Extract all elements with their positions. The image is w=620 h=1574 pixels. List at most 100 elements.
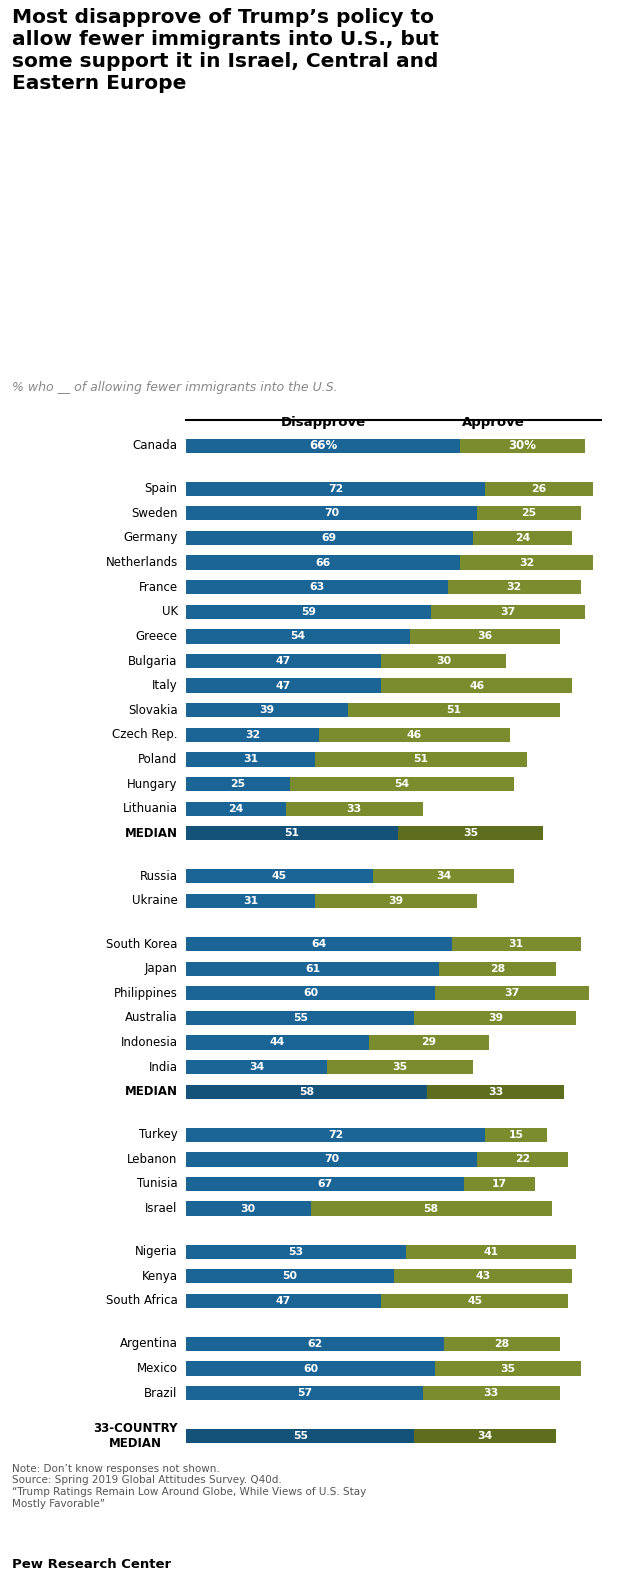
Bar: [460, 556, 593, 570]
Text: 39: 39: [488, 1014, 503, 1023]
Text: Tunisia: Tunisia: [137, 1177, 178, 1190]
Bar: [319, 727, 510, 741]
Text: Czech Rep.: Czech Rep.: [112, 729, 178, 741]
Bar: [186, 752, 315, 767]
Text: 33: 33: [484, 1388, 499, 1398]
Bar: [381, 653, 506, 667]
Text: 33: 33: [488, 1086, 503, 1097]
Text: Most disapprove of Trump’s policy to
allow fewer immigrants into U.S., but
some : Most disapprove of Trump’s policy to all…: [12, 8, 440, 93]
Text: 60: 60: [303, 1363, 318, 1374]
Text: 51: 51: [446, 705, 461, 715]
Bar: [427, 1084, 564, 1099]
Text: Hungary: Hungary: [127, 778, 178, 790]
Text: 66%: 66%: [309, 439, 337, 452]
Text: Canada: Canada: [133, 439, 178, 452]
Text: 47: 47: [276, 656, 291, 666]
Bar: [398, 826, 543, 841]
Text: Germany: Germany: [123, 532, 178, 545]
Text: 58: 58: [299, 1086, 314, 1097]
Bar: [477, 1152, 568, 1166]
Bar: [186, 869, 373, 883]
Bar: [452, 937, 580, 951]
Text: 54: 54: [394, 779, 410, 789]
Text: Note: Don’t know responses not shown.
Source: Spring 2019 Global Attitudes Surve: Note: Don’t know responses not shown. So…: [12, 1464, 366, 1508]
Text: Lebanon: Lebanon: [127, 1152, 178, 1166]
Bar: [472, 530, 572, 545]
Text: Poland: Poland: [138, 752, 178, 767]
Bar: [186, 1177, 464, 1192]
Text: 60: 60: [303, 988, 318, 998]
Text: 55: 55: [293, 1431, 308, 1442]
Text: Australia: Australia: [125, 1012, 178, 1025]
Bar: [186, 1201, 311, 1215]
Text: 50: 50: [282, 1272, 298, 1281]
Bar: [348, 704, 560, 718]
Text: % who __ of allowing fewer immigrants into the U.S.: % who __ of allowing fewer immigrants in…: [12, 381, 338, 394]
Text: 37: 37: [505, 988, 520, 998]
Bar: [315, 752, 526, 767]
Bar: [186, 894, 315, 908]
Bar: [186, 678, 381, 693]
Text: 45: 45: [467, 1295, 482, 1306]
Bar: [369, 1036, 489, 1050]
Text: 51: 51: [413, 754, 428, 765]
Text: Indonesia: Indonesia: [121, 1036, 178, 1048]
Bar: [186, 1429, 415, 1443]
Text: 37: 37: [500, 608, 516, 617]
Bar: [186, 439, 460, 453]
Text: 36: 36: [477, 631, 493, 641]
Bar: [186, 1084, 427, 1099]
Bar: [485, 1127, 547, 1141]
Text: 39: 39: [259, 705, 275, 715]
Bar: [186, 987, 435, 1001]
Text: Sweden: Sweden: [131, 507, 178, 519]
Text: 35: 35: [392, 1062, 407, 1072]
Text: UK: UK: [162, 606, 178, 619]
Text: 30%: 30%: [508, 439, 536, 452]
Bar: [460, 439, 585, 453]
Text: 44: 44: [270, 1037, 285, 1047]
Bar: [186, 482, 485, 496]
Bar: [373, 869, 514, 883]
Text: Greece: Greece: [136, 630, 178, 642]
Bar: [290, 778, 514, 792]
Bar: [440, 962, 556, 976]
Text: 64: 64: [311, 940, 327, 949]
Text: Disapprove: Disapprove: [280, 416, 366, 430]
Bar: [186, 826, 398, 841]
Bar: [394, 1269, 572, 1283]
Bar: [381, 678, 572, 693]
Text: 34: 34: [249, 1062, 264, 1072]
Bar: [477, 507, 580, 521]
Text: 51: 51: [285, 828, 299, 839]
Text: 15: 15: [509, 1130, 524, 1140]
Text: 57: 57: [297, 1388, 312, 1398]
Text: Israel: Israel: [145, 1203, 178, 1215]
Bar: [186, 1336, 443, 1350]
Text: 66: 66: [316, 557, 330, 568]
Bar: [423, 1387, 560, 1401]
Text: 34: 34: [477, 1431, 493, 1442]
Text: 59: 59: [301, 608, 316, 617]
Text: 32: 32: [519, 557, 534, 568]
Bar: [186, 778, 290, 792]
Text: Italy: Italy: [152, 678, 178, 693]
Text: Japan: Japan: [145, 962, 178, 976]
Bar: [286, 801, 423, 815]
Text: South Korea: South Korea: [106, 938, 178, 951]
Bar: [186, 704, 348, 718]
Bar: [435, 1362, 580, 1376]
Bar: [415, 1011, 577, 1025]
Text: 25: 25: [231, 779, 246, 789]
Text: France: France: [138, 581, 178, 593]
Text: Kenya: Kenya: [142, 1270, 178, 1283]
Text: South Africa: South Africa: [106, 1294, 178, 1308]
Text: 28: 28: [490, 963, 505, 974]
Text: 26: 26: [531, 483, 547, 494]
Text: 58: 58: [423, 1204, 438, 1214]
Bar: [406, 1245, 577, 1259]
Text: 70: 70: [324, 508, 339, 518]
Text: 54: 54: [291, 631, 306, 641]
Text: India: India: [149, 1061, 178, 1073]
Bar: [186, 1127, 485, 1141]
